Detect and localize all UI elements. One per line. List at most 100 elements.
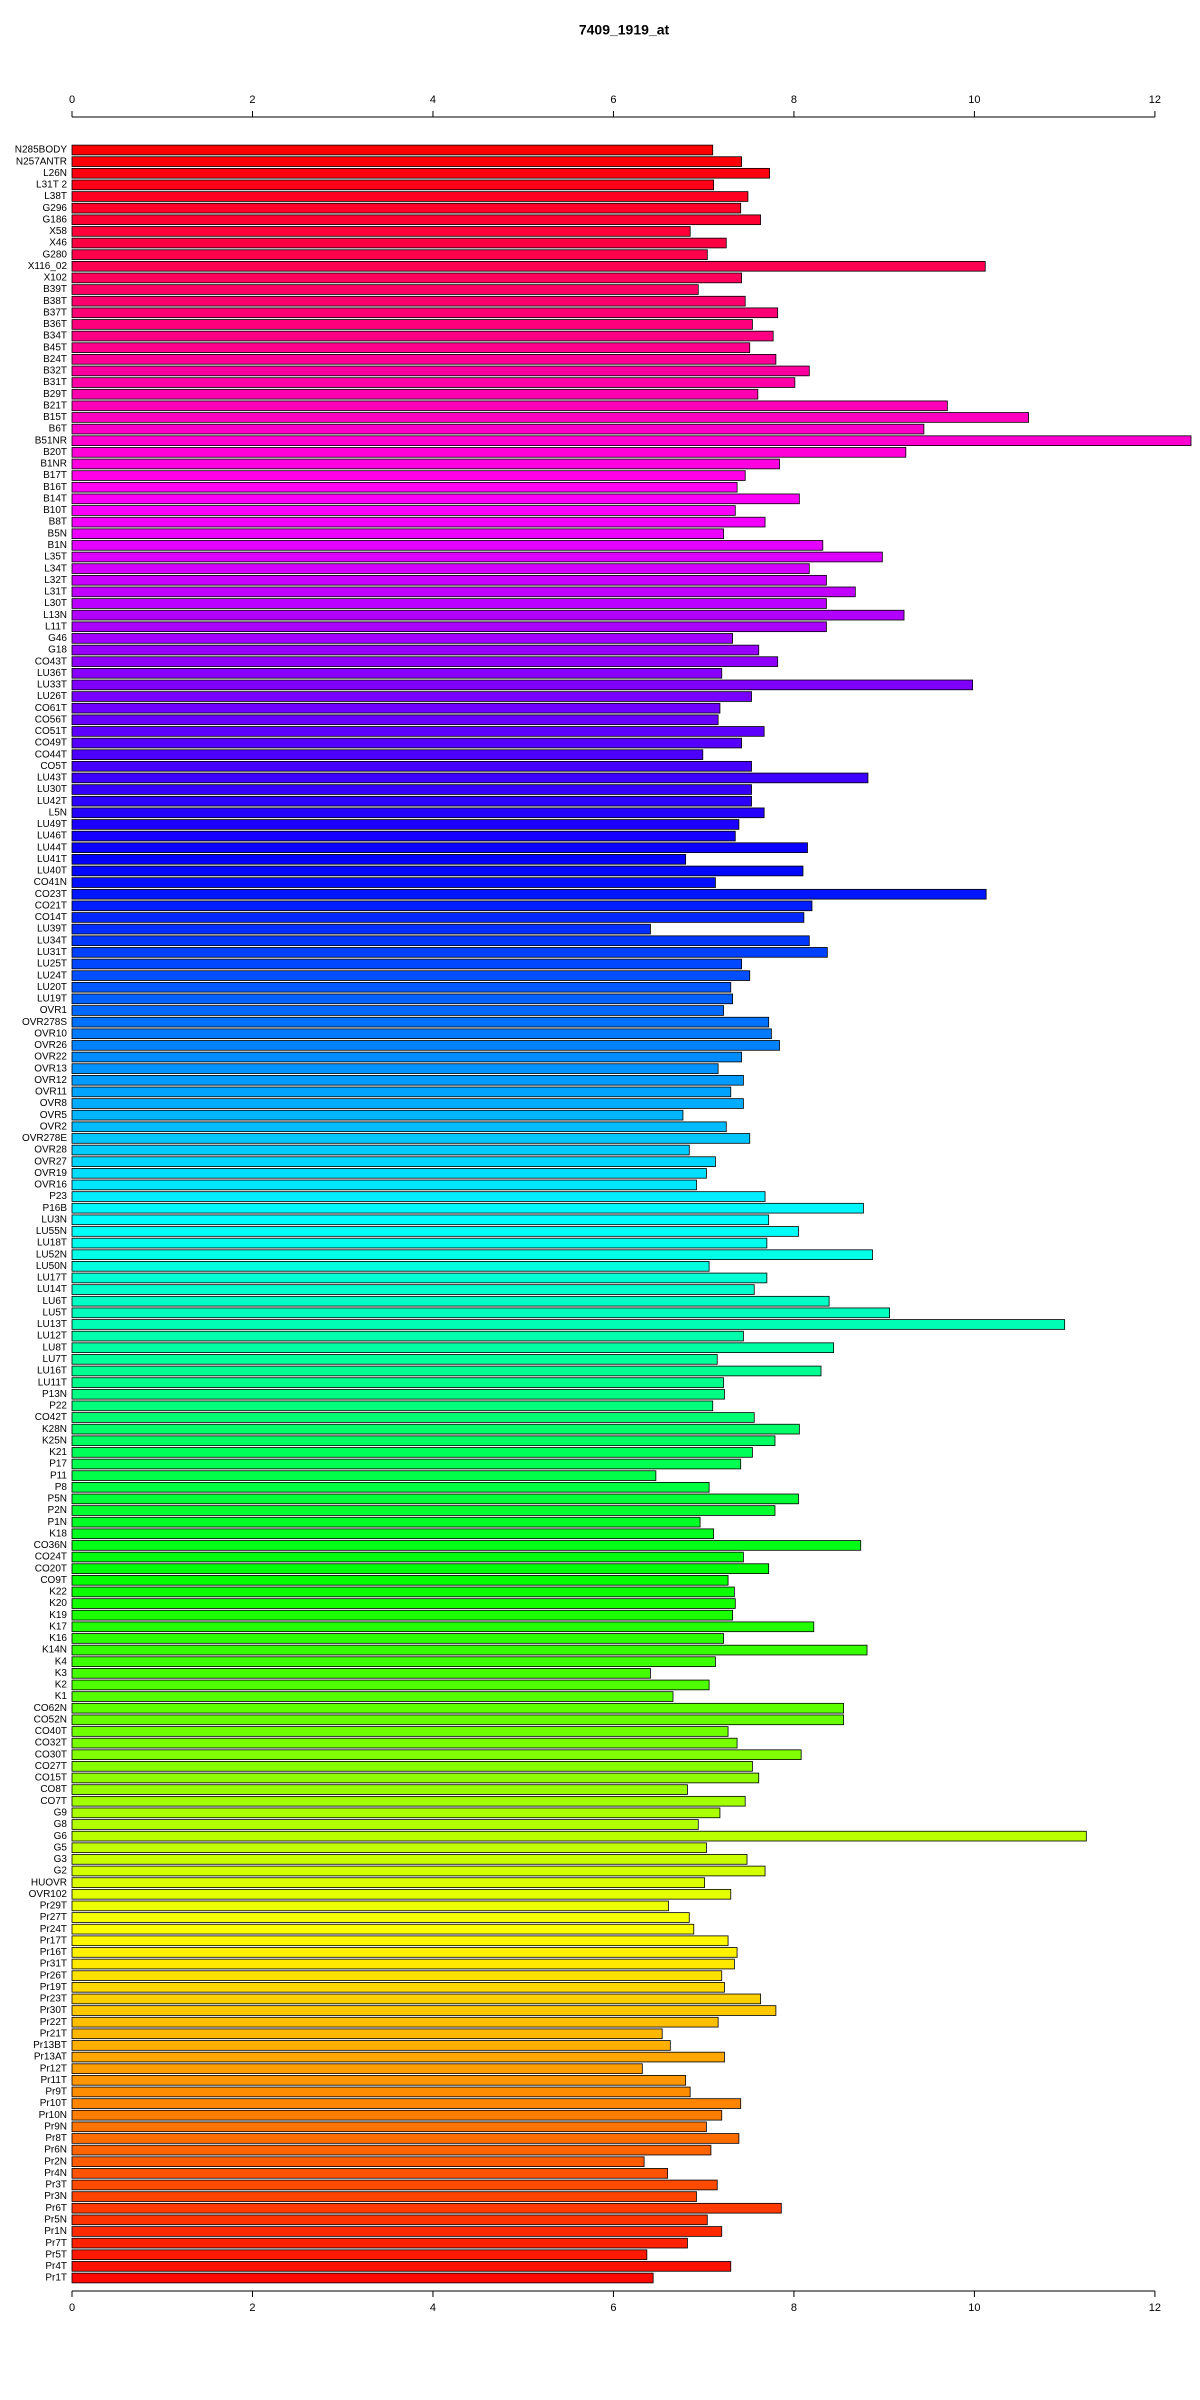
y-tick-label: B34T <box>43 331 67 342</box>
y-tick-label: Pr16T <box>40 1947 67 1958</box>
bar <box>71 1365 822 1377</box>
bar <box>71 807 765 819</box>
y-tick-label: CO8T <box>40 1784 67 1795</box>
bar <box>71 423 925 435</box>
bar <box>71 2144 712 2156</box>
y-tick-label: LU50N <box>36 1261 67 1272</box>
y-tick-label: G3 <box>54 1854 68 1865</box>
bar <box>71 319 753 330</box>
bar <box>71 249 708 260</box>
y-tick-label: Pr6N <box>44 2145 67 2156</box>
bar <box>71 167 770 179</box>
bar <box>71 1958 735 1970</box>
y-tick-label: G2 <box>54 1866 68 1877</box>
bar <box>71 2168 668 2179</box>
y-tick-label: LU49T <box>37 819 67 830</box>
y-tick-label: K4 <box>55 1656 68 1667</box>
bar <box>71 330 774 342</box>
y-tick-label: X46 <box>49 238 67 249</box>
bar <box>71 272 742 284</box>
y-tick-label: LU43T <box>37 773 67 784</box>
bar <box>71 970 751 981</box>
y-tick-label: K3 <box>55 1668 68 1679</box>
y-tick-label: CO43T <box>35 656 67 667</box>
y-tick-label: G186 <box>43 214 68 225</box>
bar <box>71 644 760 656</box>
y-tick-label: CO40T <box>35 1726 67 1737</box>
bar <box>71 1551 744 1563</box>
bar <box>71 1947 738 1958</box>
bar <box>71 958 742 970</box>
y-tick-label: B1NR <box>40 459 67 470</box>
y-tick-label: CO7T <box>40 1796 67 1807</box>
y-tick-label: Pr30T <box>40 2005 67 2016</box>
bar <box>71 2133 740 2144</box>
y-tick-label: G296 <box>43 203 68 214</box>
y-tick-label: G6 <box>54 1831 68 1842</box>
bar <box>71 1842 707 1854</box>
bar <box>71 261 986 272</box>
x-tick-label: 2 <box>249 2302 255 2314</box>
bar <box>71 1237 768 1249</box>
bar <box>71 1761 753 1772</box>
y-tick-label: B5N <box>48 528 67 539</box>
bar <box>71 284 699 295</box>
y-tick-label: CO20T <box>35 1563 67 1574</box>
bar <box>71 1493 799 1505</box>
bar <box>71 1865 766 1877</box>
bar <box>71 1435 776 1447</box>
bar <box>71 202 742 214</box>
bar <box>71 551 883 563</box>
y-tick-label: LU55N <box>36 1226 67 1237</box>
y-tick-label: G46 <box>48 633 67 644</box>
y-tick-label: G280 <box>43 249 68 260</box>
bar <box>71 458 780 470</box>
bar <box>71 981 732 993</box>
y-tick-label: B21T <box>43 400 67 411</box>
bar <box>71 1074 744 1086</box>
bar <box>71 435 1192 446</box>
bar <box>71 656 779 667</box>
y-tick-label: L13N <box>43 610 67 621</box>
bar <box>71 400 948 412</box>
bar <box>71 679 974 691</box>
bar <box>71 1644 868 1656</box>
bar <box>71 621 827 633</box>
y-tick-label: LU3N <box>41 1214 67 1225</box>
bar <box>71 1005 724 1016</box>
bar <box>71 1726 729 1737</box>
bar <box>71 2098 742 2109</box>
y-tick-label: B51NR <box>35 435 67 446</box>
y-tick-label: Pr5T <box>45 2249 67 2260</box>
bar <box>71 1633 724 1644</box>
bar <box>71 609 905 621</box>
y-tick-label: LU41T <box>37 854 67 865</box>
bar <box>71 1388 725 1400</box>
bar <box>71 1016 770 1028</box>
bar <box>71 854 687 865</box>
bar <box>71 481 738 493</box>
y-tick-label: P5N <box>48 1494 67 1505</box>
y-tick-label: LU11T <box>38 1377 67 1388</box>
y-tick-label: HUOVR <box>31 1877 67 1888</box>
bar <box>71 1423 800 1435</box>
y-tick-label: B6T <box>49 424 67 435</box>
bar <box>71 702 721 714</box>
y-tick-label: LU20T <box>37 982 67 993</box>
y-tick-label: Pr12T <box>40 2063 67 2074</box>
y-tick-label: Pr2N <box>44 2156 67 2167</box>
y-tick-label: Pr3N <box>44 2191 67 2202</box>
y-tick-label: B45T <box>43 342 67 353</box>
y-tick-label: LU33T <box>37 680 67 691</box>
y-tick-label: CO15T <box>35 1773 67 1784</box>
bar <box>71 1063 719 1074</box>
x-tick-label: 0 <box>69 94 75 106</box>
bar <box>71 1470 657 1481</box>
y-tick-label: OVR10 <box>34 1028 67 1039</box>
y-tick-label: P8 <box>55 1482 68 1493</box>
bar <box>71 307 779 319</box>
y-tick-label: X102 <box>44 273 68 284</box>
y-tick-label: Pr9T <box>45 2087 67 2098</box>
bar <box>71 1702 844 1714</box>
y-tick-label: Pr1T <box>45 2273 67 2284</box>
